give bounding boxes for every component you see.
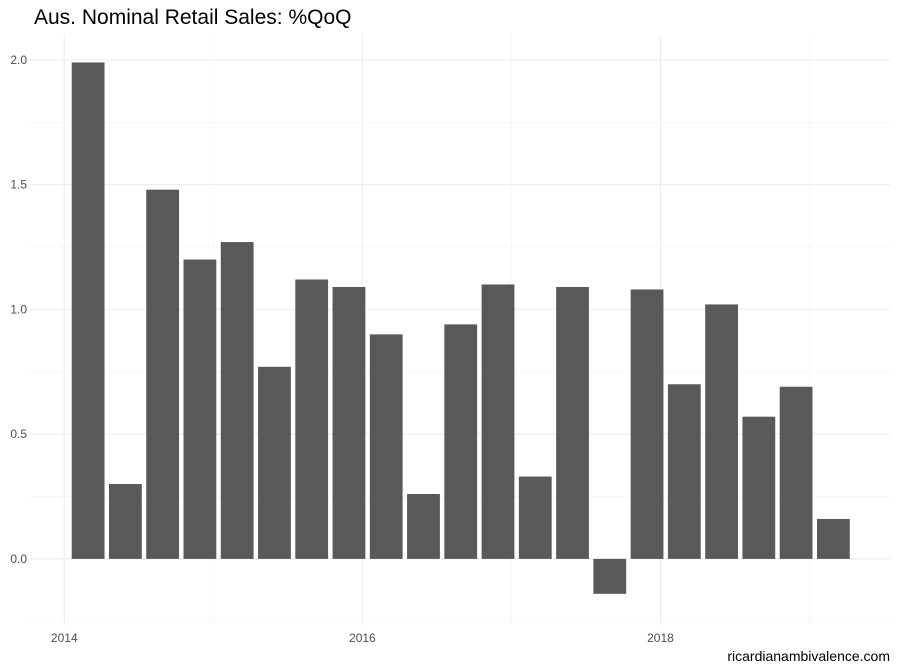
bar: [220, 242, 254, 559]
bar: [556, 286, 589, 559]
bar: [444, 324, 478, 559]
bar: [667, 384, 701, 559]
bar: [146, 189, 180, 559]
bar: [518, 476, 552, 559]
y-tick-label: 1.5: [10, 178, 27, 192]
bar: [407, 494, 440, 559]
bar: [71, 62, 105, 559]
chart-title: Aus. Nominal Retail Sales: %QoQ: [34, 6, 352, 29]
x-tick-label: 2014: [51, 631, 78, 645]
bar: [481, 284, 515, 559]
bar: [258, 366, 291, 559]
y-tick-label: 0.5: [10, 427, 27, 441]
bar: [593, 558, 627, 594]
bar: [779, 386, 813, 559]
y-tick-label: 0.0: [10, 552, 27, 566]
x-tick-label: 2016: [349, 631, 376, 645]
bar: [183, 259, 217, 559]
bar: [816, 518, 850, 559]
bar: [332, 286, 366, 559]
bar: [705, 304, 738, 559]
source-caption: ricardianambivalence.com: [727, 648, 890, 664]
bar: [369, 334, 403, 559]
bar: [742, 416, 776, 559]
bar: [630, 289, 664, 559]
bar: [108, 484, 142, 559]
y-tick-label: 2.0: [10, 53, 27, 67]
bar: [295, 279, 329, 559]
y-tick-label: 1.0: [10, 302, 27, 316]
x-tick-label: 2018: [647, 631, 674, 645]
